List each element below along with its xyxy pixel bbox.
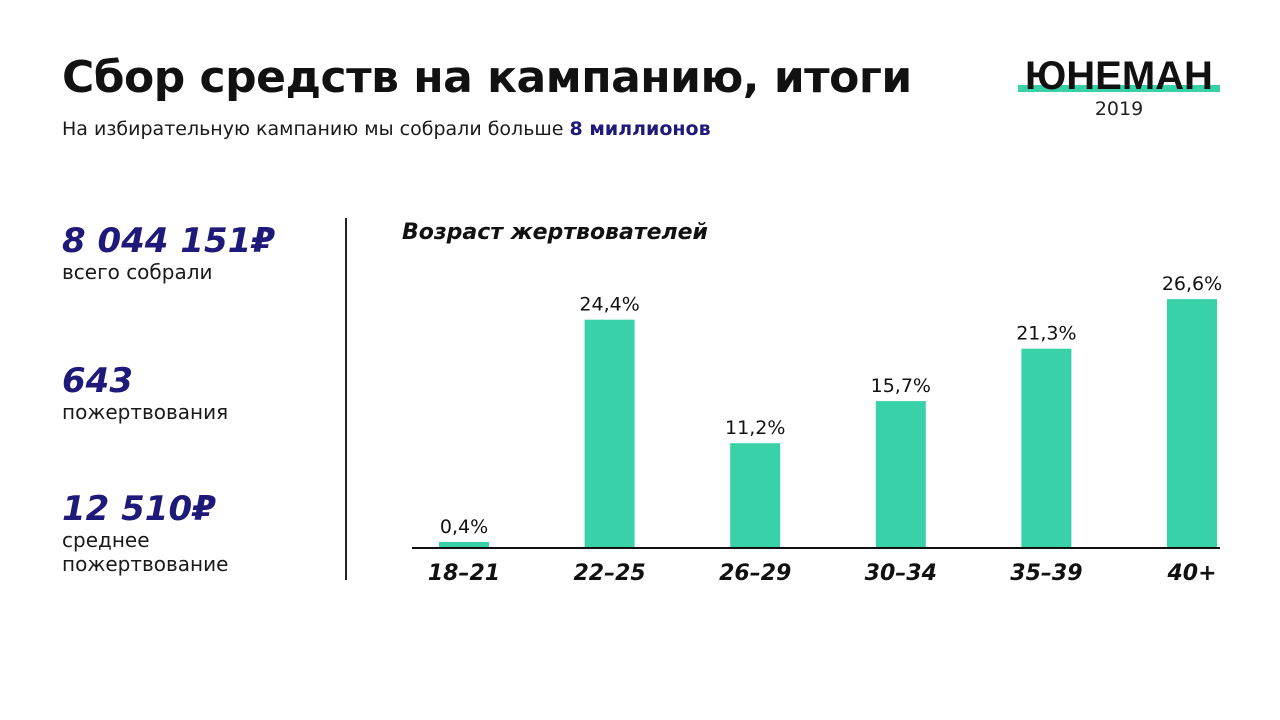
page-subtitle: На избирательную кампанию мы собрали бол… — [62, 118, 711, 140]
category-label-18–21: 18–21 — [428, 561, 500, 586]
stat-average-label: среднее пожертвование — [62, 528, 229, 576]
logo-name: ЮНЕМАН — [1025, 54, 1213, 98]
bar-40+ — [1167, 299, 1217, 548]
page-title: Сбор средств на кампанию, итоги — [62, 52, 912, 103]
bar-22–25 — [584, 319, 635, 548]
stat-donations-label: пожертвования — [62, 400, 229, 424]
chart-title: Возраст жертвователей — [402, 220, 708, 245]
category-label-22–25: 22–25 — [573, 561, 645, 586]
stat-total-value: 8 044 151₽ — [62, 221, 275, 261]
value-label-22–25: 24,4% — [579, 294, 639, 316]
logo-year: 2019 — [1094, 98, 1144, 120]
bar-35–39 — [1021, 348, 1072, 548]
value-label-18–21: 0,4% — [440, 516, 488, 538]
logo: ЮНЕМАН 2019 — [1016, 56, 1222, 126]
logo-accent-bar — [1018, 85, 1220, 92]
bar-30–34 — [875, 401, 926, 548]
stat-average-value: 12 510₽ — [62, 489, 216, 529]
value-label-30–34: 15,7% — [871, 375, 931, 397]
stat-total-label: всего собрали — [62, 260, 213, 284]
stat-donations: 643 пожертвования — [62, 362, 322, 424]
value-label-40+: 26,6% — [1162, 273, 1222, 295]
vertical-divider — [345, 218, 347, 580]
stat-total: 8 044 151₽ всего собрали — [62, 222, 322, 284]
category-label-30–34: 30–34 — [865, 561, 937, 586]
bar-26–29 — [730, 443, 781, 548]
stat-donations-value: 643 — [62, 361, 133, 401]
value-label-26–29: 11,2% — [725, 417, 785, 439]
value-label-35–39: 21,3% — [1016, 323, 1076, 345]
bar-18–21 — [439, 542, 489, 548]
category-label-35–39: 35–39 — [1010, 561, 1082, 586]
category-label-40+: 40+ — [1166, 561, 1216, 586]
subtitle-text: На избирательную кампанию мы собрали бол… — [62, 118, 570, 140]
subtitle-highlight: 8 миллионов — [569, 118, 711, 140]
category-label-26–29: 26–29 — [719, 561, 791, 586]
stat-average: 12 510₽ среднее пожертвование — [62, 490, 262, 576]
